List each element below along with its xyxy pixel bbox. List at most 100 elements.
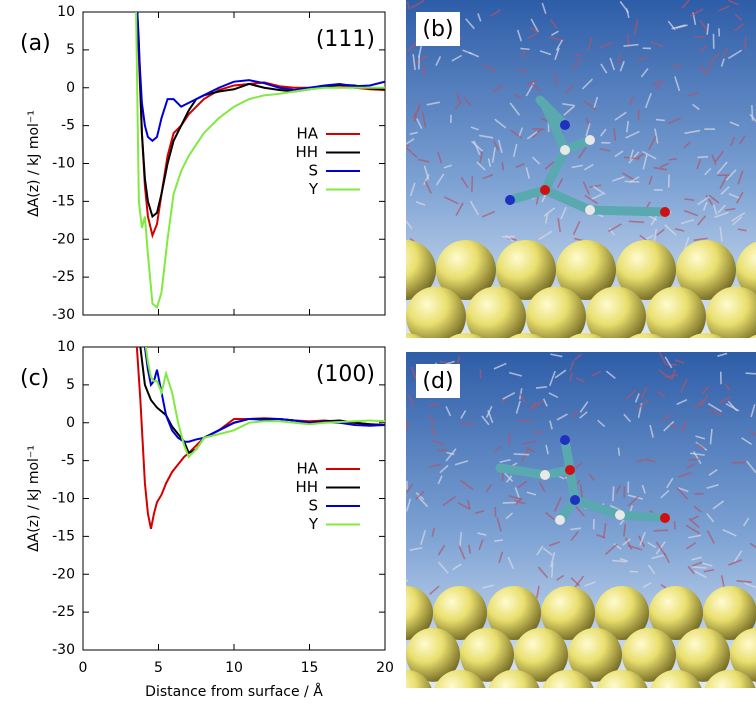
water-molecule [692, 561, 703, 567]
water-molecule [708, 468, 718, 476]
water-molecule [435, 56, 442, 66]
gold-atom [542, 669, 594, 688]
water-molecule [706, 512, 715, 523]
y-tick-label: 0 [66, 80, 75, 96]
water-molecule [426, 101, 440, 106]
panel-label: (b) [422, 17, 453, 42]
y-tick-label: -25 [52, 604, 75, 620]
gold-atom [596, 669, 648, 688]
water-molecule [539, 50, 552, 56]
legend-label: HH [295, 478, 318, 496]
molecule-atom [540, 185, 550, 195]
water-molecule [589, 184, 602, 188]
water-molecule [697, 215, 707, 226]
water-molecule [505, 512, 514, 520]
water-molecule [574, 353, 583, 361]
gold-atom [406, 240, 436, 300]
water-molecule [590, 193, 604, 201]
y-axis-label: ΔA(z) / kJ mol⁻¹ [26, 445, 42, 552]
water-molecule [720, 186, 730, 195]
water-molecule [731, 212, 746, 222]
water-molecule [690, 515, 699, 521]
water-molecule [446, 451, 455, 456]
gold-atom [434, 669, 486, 688]
water-molecule [649, 424, 654, 438]
molecule-atom [560, 435, 570, 445]
water-molecule [473, 140, 481, 156]
water-molecule [608, 223, 622, 233]
water-molecule [625, 120, 630, 133]
water-molecule [406, 147, 418, 158]
water-molecule [678, 471, 692, 478]
water-molecule [543, 207, 556, 217]
water-molecule [460, 176, 469, 189]
water-molecule [514, 487, 520, 498]
water-molecule [686, 542, 697, 550]
x-tick-label: 20 [376, 660, 394, 676]
water-molecule [549, 18, 558, 29]
water-molecule [687, 92, 699, 97]
y-axis-label: ΔA(z) / kJ mol⁻¹ [26, 110, 42, 217]
water-molecule [670, 369, 676, 380]
water-molecule [574, 53, 583, 57]
water-molecule [481, 415, 490, 426]
water-molecule [640, 68, 649, 78]
gold-atom [406, 586, 433, 640]
water-molecule [750, 404, 756, 418]
water-molecule [454, 460, 469, 466]
water-molecule [709, 428, 713, 445]
water-molecule [417, 495, 429, 508]
water-molecule [612, 559, 627, 563]
water-molecule [529, 82, 542, 92]
water-molecule [429, 463, 442, 468]
water-molecule [522, 439, 537, 445]
water-molecule [605, 543, 618, 555]
water-molecule [517, 480, 528, 489]
water-molecule [570, 527, 582, 531]
gold-atom [706, 286, 756, 338]
water-molecule [507, 556, 515, 570]
water-molecule [736, 579, 752, 584]
gold-atom [433, 586, 487, 640]
y-tick-label: 0 [66, 415, 75, 431]
water-molecule [421, 111, 427, 128]
gold-atom [595, 586, 649, 640]
water-molecule [406, 579, 409, 583]
molecule-bond [560, 435, 575, 475]
water-molecule [624, 389, 637, 401]
water-molecule [699, 45, 707, 54]
gold-atom [616, 240, 676, 300]
water-molecule [437, 151, 443, 164]
water-molecule [648, 175, 653, 185]
water-molecule [696, 442, 705, 450]
molecule-bond [585, 205, 670, 217]
water-molecule [749, 113, 756, 123]
water-molecule [714, 150, 725, 163]
water-molecule [714, 211, 729, 219]
water-molecule [416, 103, 421, 112]
water-molecule [664, 224, 677, 237]
water-molecule [619, 557, 629, 563]
water-molecule [445, 360, 455, 365]
water-molecule [520, 47, 530, 51]
water-molecule [681, 0, 690, 9]
water-molecule [646, 459, 656, 463]
gold-atom [509, 333, 543, 338]
water-molecule [741, 437, 753, 446]
water-molecule [737, 170, 744, 185]
water-molecule [668, 117, 681, 125]
water-molecule [744, 36, 747, 50]
water-molecule [410, 0, 425, 9]
water-molecule [478, 539, 484, 551]
water-molecule [445, 448, 457, 462]
water-molecule [641, 484, 646, 494]
gold-atom [676, 240, 736, 300]
water-molecule [445, 406, 452, 417]
water-molecule [417, 158, 430, 163]
y-tick-label: -30 [52, 307, 75, 323]
water-molecule [413, 54, 428, 65]
water-molecule [467, 544, 472, 554]
water-molecule [708, 408, 723, 417]
water-molecule [663, 420, 675, 432]
